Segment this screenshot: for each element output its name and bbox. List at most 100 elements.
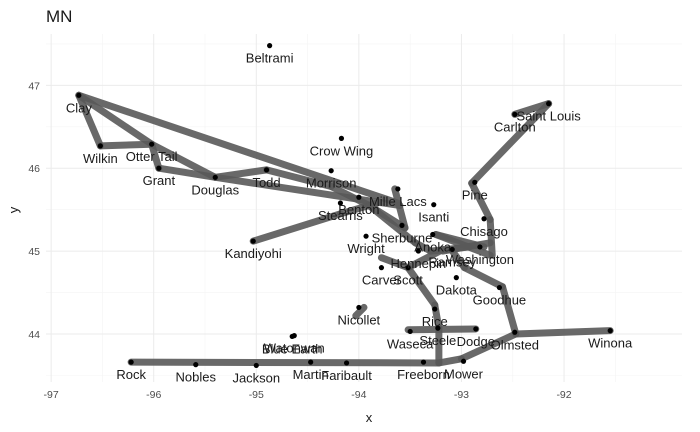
edge-segment	[404, 325, 480, 334]
point-label: Isanti	[418, 210, 449, 225]
point-label: Morrison	[306, 176, 357, 191]
point-marker	[453, 275, 459, 281]
point-marker	[128, 359, 134, 365]
y-tick-label: 45	[28, 246, 40, 258]
edge-segment	[327, 182, 373, 210]
point-marker	[343, 360, 350, 366]
point-label: Chisago	[460, 224, 508, 239]
edge-segment	[352, 303, 368, 320]
point-marker	[460, 358, 467, 364]
edge-segment	[211, 173, 404, 210]
point-label: Sherburne	[372, 230, 433, 245]
point-label: Washington	[446, 252, 514, 267]
point-label: Dodge	[457, 334, 495, 349]
point-label: Grant	[143, 173, 176, 188]
point-label: Scott	[393, 273, 423, 288]
point-marker	[407, 328, 413, 335]
edge-segment	[468, 179, 494, 224]
edge-segment	[512, 327, 614, 338]
edge-segment	[75, 91, 402, 207]
point-marker	[481, 216, 487, 222]
edge-segment	[75, 91, 104, 150]
point-label: Rock	[116, 367, 146, 382]
point-marker	[212, 174, 218, 180]
point-label: Faribault	[321, 368, 372, 383]
point-marker	[308, 359, 314, 365]
point-label: Carver	[362, 273, 402, 288]
point-label: Olmsted	[491, 337, 539, 352]
edge-segment	[155, 164, 219, 181]
point-marker	[546, 101, 552, 107]
point-label: Mille Lacs	[369, 194, 427, 209]
edge-segment	[391, 185, 409, 232]
point-label: Ramsey	[428, 254, 476, 269]
point-marker	[472, 179, 478, 185]
point-marker	[399, 222, 405, 228]
point-label: Freeborn	[397, 367, 450, 382]
point-marker	[337, 200, 344, 206]
point-marker	[449, 246, 455, 253]
point-label: Pine	[462, 187, 488, 202]
chart-title: MN	[46, 7, 72, 26]
edge-segment	[127, 358, 443, 367]
edge-segment	[148, 140, 219, 181]
point-label: Saint Louis	[516, 109, 581, 124]
edge-segment	[96, 140, 156, 150]
point-marker	[430, 231, 436, 238]
edge-segment	[249, 210, 344, 245]
x-tick-label: -96	[146, 389, 161, 401]
point-label: Anoka	[414, 240, 452, 255]
point-marker	[395, 186, 401, 192]
point-marker	[250, 238, 256, 244]
point-label: Todd	[252, 175, 280, 190]
point-label: Wilkin	[83, 151, 118, 166]
point-marker	[149, 141, 155, 147]
point-marker	[193, 362, 199, 368]
x-tick-label: -92	[556, 389, 571, 401]
point-marker	[607, 328, 613, 334]
point-label: Rice	[422, 314, 448, 329]
edge-segment	[486, 216, 496, 259]
y-tick-label: 47	[28, 80, 40, 92]
x-axis-title: x	[366, 410, 373, 425]
x-axis-ticks: -97 -96 -95 -94 -93 -92	[44, 389, 572, 401]
y-tick-label: 44	[28, 329, 40, 341]
edge-segment	[404, 264, 439, 309]
point-marker	[291, 333, 297, 339]
edge-segment	[377, 254, 412, 272]
point-label: Steele	[419, 333, 456, 348]
point-label: Carlton	[494, 119, 536, 134]
point-label: Stearns	[318, 208, 363, 223]
point-label: Winona	[588, 336, 633, 351]
point-marker	[356, 194, 362, 200]
point-marker	[415, 248, 421, 254]
point-marker	[512, 329, 518, 335]
edge-segment	[468, 100, 553, 187]
grid	[46, 34, 682, 382]
point-label: Benton	[338, 202, 379, 217]
point-marker	[435, 325, 441, 331]
point-marker	[363, 233, 369, 239]
point-label: Otter Tail	[126, 149, 178, 164]
point-marker	[76, 92, 82, 98]
point-label: Crow Wing	[310, 143, 374, 158]
point-label: Nicollet	[338, 312, 381, 327]
point-label: Douglas	[191, 182, 239, 197]
point-label: Hennepin	[391, 256, 447, 271]
edges	[75, 91, 614, 367]
edge-segment	[75, 91, 156, 148]
point-label: Martin	[293, 367, 329, 382]
point-marker	[477, 244, 483, 250]
point-label: Jackson	[232, 370, 280, 385]
point-marker	[338, 135, 345, 141]
point-label: Watonwan	[264, 341, 325, 356]
x-tick-label: -93	[454, 389, 469, 401]
point-label: Clay	[66, 100, 93, 115]
x-tick-label: -94	[351, 389, 366, 401]
point-marker	[267, 43, 273, 49]
edge-segment	[404, 245, 447, 272]
edge-segment	[447, 245, 469, 272]
point-label: Beltrami	[246, 51, 294, 66]
point-label: Wright	[347, 241, 385, 256]
